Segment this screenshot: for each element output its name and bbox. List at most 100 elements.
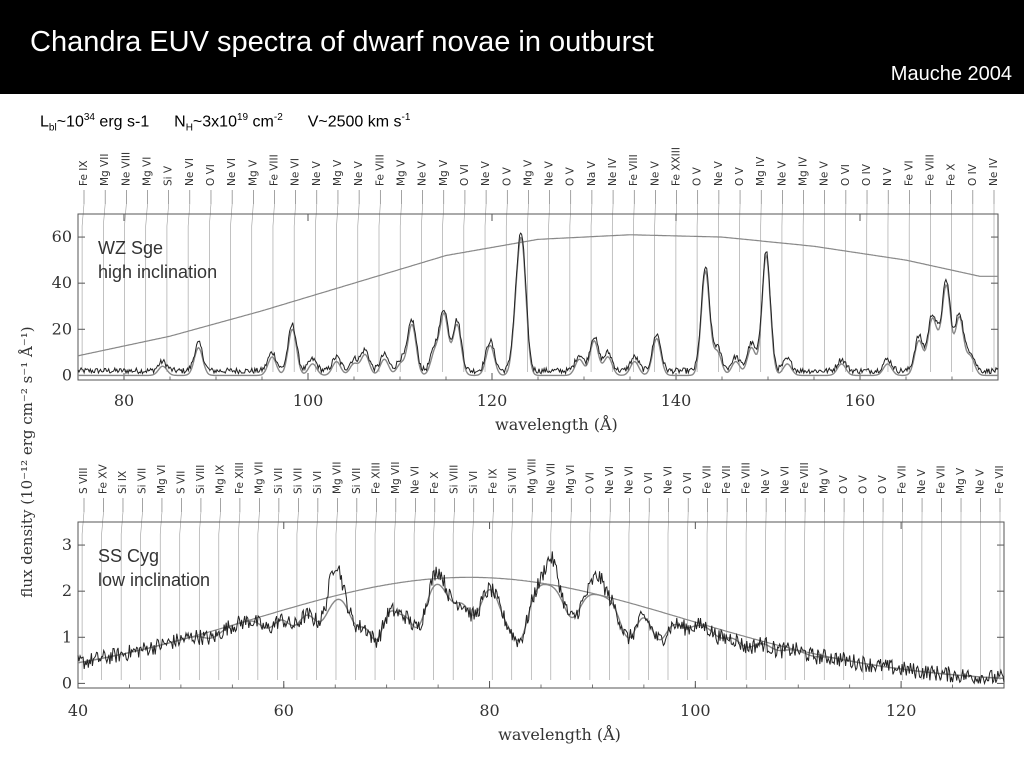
line-id-leader xyxy=(726,511,728,680)
ss-cyg-panel: S VIII Fe XV Si IX Si VII Mg VI S VII Si VIII M… xyxy=(62,458,1006,744)
observed-spectrum-line xyxy=(77,551,1005,686)
line-id-leader xyxy=(589,511,592,680)
line-id-label: Ne V xyxy=(417,160,429,186)
line-id-label: Ne V xyxy=(916,468,928,494)
line-id-label: Fe VIII xyxy=(374,154,386,186)
line-id-leader xyxy=(745,511,747,680)
line-id-label: Ne VI xyxy=(184,158,196,186)
line-id-label: Si IX xyxy=(117,471,129,494)
x-tick-label: 160 xyxy=(845,391,876,410)
line-id-label: Si VII xyxy=(292,468,304,494)
line-id-leader xyxy=(355,511,358,680)
line-id-leader xyxy=(739,203,741,372)
author-year: Mauche 2004 xyxy=(890,63,1012,85)
line-id-leader xyxy=(484,203,487,372)
line-id-leader xyxy=(452,511,455,680)
line-id-label: Ne V xyxy=(353,160,365,186)
line-id-leader xyxy=(706,511,708,680)
line-id-label: S VIII xyxy=(78,468,90,494)
line-id-leader xyxy=(179,511,182,680)
line-id-leader xyxy=(187,203,191,372)
line-id-label: Ne VI xyxy=(226,158,238,186)
line-id-label: Ne VI xyxy=(604,466,616,494)
line-id-label: Mg V xyxy=(522,159,534,186)
line-id-label: O VI xyxy=(205,164,217,186)
line-id-label: Mg VII xyxy=(390,462,402,494)
line-id-label: O V xyxy=(734,166,746,186)
x-tick-label: 120 xyxy=(477,391,508,410)
line-id-label: Ne IV xyxy=(607,157,619,186)
line-id-label: O V xyxy=(692,166,704,186)
line-model-curve xyxy=(78,236,998,377)
line-id-leader xyxy=(378,203,381,372)
param-l-exp: 34 xyxy=(83,112,95,123)
line-id-label: Mg VII xyxy=(253,462,265,494)
x-axis-label: wavelength (Å) xyxy=(498,724,621,744)
observed-spectrum-line xyxy=(77,232,999,376)
line-id-leader xyxy=(590,203,593,372)
param-n-symbol: N xyxy=(174,113,186,131)
param-v-exp: -1 xyxy=(401,112,411,123)
x-axis-label: wavelength (Å) xyxy=(495,414,618,434)
line-id-label: Fe IX xyxy=(78,160,90,186)
line-id-label: Fe VII xyxy=(936,465,948,494)
line-id-label: Mg V xyxy=(438,159,450,186)
param-n-unit-exp: -2 xyxy=(273,112,283,123)
x-tick-label: 140 xyxy=(661,391,692,410)
line-id-leader xyxy=(81,511,85,680)
line-id-leader xyxy=(238,511,241,680)
line-id-leader xyxy=(315,203,318,372)
line-id-leader xyxy=(335,511,338,680)
line-id-leader xyxy=(675,203,677,372)
line-id-label: O V xyxy=(858,474,870,494)
line-id-leader xyxy=(81,203,85,372)
y-tick-label: 3 xyxy=(62,535,72,554)
y-tick-label: 40 xyxy=(52,273,72,292)
line-id-label: Ne V xyxy=(713,160,725,186)
param-l-symbol: L xyxy=(40,113,49,131)
line-id-leader xyxy=(272,203,275,372)
line-id-label: Si VIII xyxy=(195,465,207,494)
x-tick-label: 100 xyxy=(680,701,711,720)
line-id-label: Fe VII xyxy=(897,465,909,494)
line-id-leader xyxy=(374,511,377,680)
line-id-label: Na V xyxy=(586,160,598,186)
line-id-leader xyxy=(218,511,221,680)
x-tick-label: 40 xyxy=(68,701,88,720)
line-id-label: Ne VI xyxy=(663,466,675,494)
line-id-label: O V xyxy=(838,474,850,494)
line-id-label: Mg V xyxy=(819,467,831,494)
line-id-label: Si VII xyxy=(136,468,148,494)
line-id-leader xyxy=(257,511,260,680)
param-n-unit: cm xyxy=(252,113,274,131)
line-id-leader xyxy=(296,511,299,680)
object-description: low inclination xyxy=(98,570,210,590)
line-id-leader xyxy=(511,511,514,680)
line-id-label: Fe VII xyxy=(994,465,1006,494)
line-id-leader xyxy=(569,203,572,372)
param-l-unit: erg s-1 xyxy=(99,113,150,131)
line-id-label: Mg VI xyxy=(141,157,153,186)
title-bar xyxy=(0,0,1024,94)
param-n-sub: H xyxy=(185,122,193,134)
line-id-leader xyxy=(336,203,339,372)
line-id-leader xyxy=(648,511,650,680)
line-id-label: O V xyxy=(565,166,577,186)
line-id-label: Mg VI xyxy=(156,465,168,494)
line-id-label: Ne VI xyxy=(624,466,636,494)
line-id-leader xyxy=(609,511,611,680)
line-id-label: Ne IV xyxy=(988,157,1000,186)
line-id-label: Fe X xyxy=(429,472,441,494)
line-id-leader xyxy=(463,203,466,372)
line-id-leader xyxy=(277,511,280,680)
line-id-label: Fe VIII xyxy=(268,154,280,186)
line-id-label: Mg VI xyxy=(565,465,577,494)
line-id-label: S VII xyxy=(175,471,187,494)
line-id-label: Ne V xyxy=(975,468,987,494)
line-id-leader xyxy=(718,203,720,372)
line-id-label: Fe VIII xyxy=(799,462,811,494)
line-id-leader xyxy=(209,203,212,372)
line-id-leader xyxy=(421,203,423,372)
line-id-label: O IV xyxy=(967,163,979,186)
param-n-exp: 19 xyxy=(236,112,249,123)
